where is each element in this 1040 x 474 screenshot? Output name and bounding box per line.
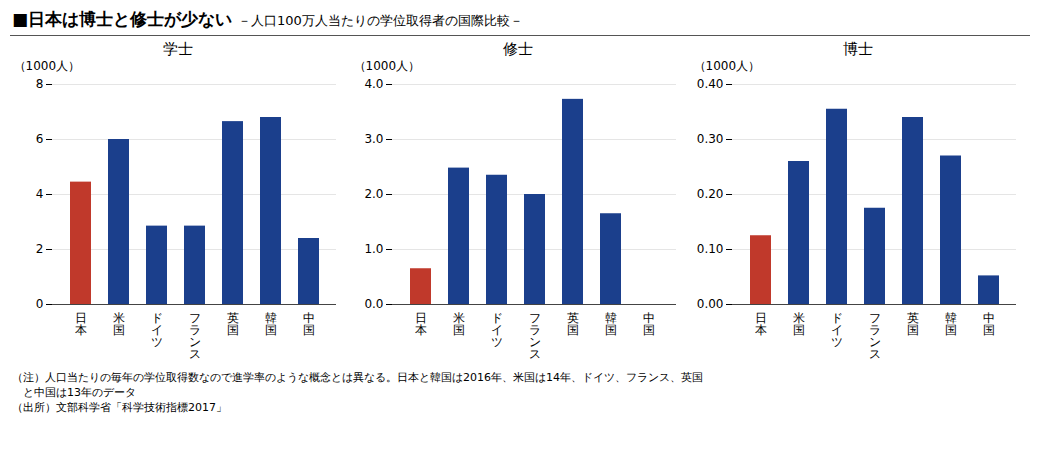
- svg-text:日本: 日本: [755, 311, 767, 337]
- html-text:（出所）文部科学省「科学技術指標2017」: （出所）文部科学省「科学技術指標2017」: [12, 401, 227, 414]
- svg-text:0.30: 0.30: [697, 132, 724, 146]
- svg-text:0: 0: [36, 297, 44, 311]
- svg-text:中国: 中国: [303, 311, 315, 337]
- html-text:博士: 博士: [843, 40, 873, 58]
- svg-text:日本: 日本: [415, 311, 427, 337]
- html-text:（注）人口当たりの毎年の学位取得数なので進学率のような概念と: （注）人口当たりの毎年の学位取得数なので進学率のような概念とは異なる。日本と韓国…: [12, 371, 703, 384]
- svg-text:0.20: 0.20: [697, 187, 724, 201]
- svg-text:0.0: 0.0: [364, 297, 383, 311]
- svg-text:（1000人）: （1000人）: [14, 59, 81, 73]
- svg-text:ドイツ: ドイツ: [491, 311, 503, 349]
- svg-text:日本: 日本: [75, 311, 87, 337]
- html-text:学士: 学士: [163, 40, 193, 58]
- svg-text:英国: 英国: [227, 311, 239, 337]
- svg-text:0.00: 0.00: [697, 297, 724, 311]
- svg-text:英国: 英国: [907, 311, 919, 337]
- svg-text:中国: 中国: [983, 311, 995, 337]
- svg-text:フランス: フランス: [869, 311, 881, 361]
- svg-text:（1000人）: （1000人）: [354, 59, 421, 73]
- svg-text:ドイツ: ドイツ: [831, 311, 843, 349]
- svg-text:6: 6: [36, 132, 44, 146]
- svg-text:フランス: フランス: [189, 311, 201, 361]
- svg-text:中国: 中国: [643, 311, 655, 337]
- svg-text:8: 8: [36, 77, 44, 91]
- svg-text:英国: 英国: [567, 311, 579, 337]
- svg-text:韓国: 韓国: [265, 311, 277, 337]
- html-text:修士: 修士: [503, 40, 533, 58]
- svg-text:1.0: 1.0: [364, 242, 383, 256]
- svg-text:フランス: フランス: [529, 311, 541, 361]
- svg-text:ドイツ: ドイツ: [151, 311, 163, 349]
- svg-text:4.0: 4.0: [364, 77, 383, 91]
- svg-text:3.0: 3.0: [364, 132, 383, 146]
- svg-text:2: 2: [36, 242, 44, 256]
- svg-text:0.40: 0.40: [697, 77, 724, 91]
- svg-text:米国: 米国: [453, 311, 465, 337]
- svg-text:（1000人）: （1000人）: [694, 59, 761, 73]
- svg-text:韓国: 韓国: [605, 311, 617, 337]
- html-text:と中国は13年のデータ: と中国は13年のデータ: [12, 386, 136, 399]
- svg-text:2.0: 2.0: [364, 187, 383, 201]
- svg-text:0.10: 0.10: [697, 242, 724, 256]
- svg-text:米国: 米国: [113, 311, 125, 337]
- html-text:■日本は博士と修士が少ない －人口100万人当たりの学位取得: ■日本は博士と修士が少ない －人口100万人当たりの学位取得者の国際比較－: [12, 9, 523, 29]
- svg-text:4: 4: [36, 187, 44, 201]
- svg-text:米国: 米国: [793, 311, 805, 337]
- svg-text:韓国: 韓国: [945, 311, 957, 337]
